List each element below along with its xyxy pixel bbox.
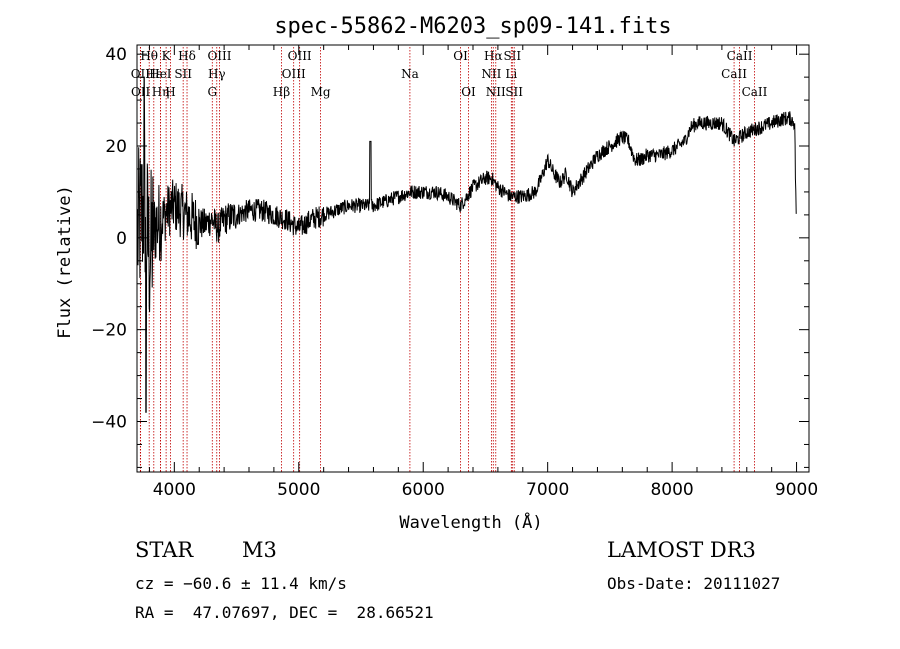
object-subclass: M3 xyxy=(242,538,277,562)
emission-line-label: G xyxy=(207,85,217,99)
x-tick-label: 5000 xyxy=(277,480,320,500)
x-tick-label: 7000 xyxy=(526,480,569,500)
emission-line-label: Hβ xyxy=(273,85,290,99)
emission-line-label: Hε xyxy=(145,67,162,81)
emission-line-label: NII xyxy=(486,85,506,99)
emission-line-label: OI xyxy=(453,49,468,63)
redshift-cz: cz = −60.6 ± 11.4 km/s xyxy=(135,574,347,593)
y-axis-label: Flux (relative) xyxy=(55,185,75,339)
emission-line-label: SII xyxy=(505,85,523,99)
emission-line-label: CaII xyxy=(721,67,747,81)
y-tick-label: 0 xyxy=(116,229,127,249)
emission-line-label: SII xyxy=(174,67,192,81)
emission-line-label: H xyxy=(165,85,175,99)
x-tick-label: 9000 xyxy=(775,480,818,500)
emission-line-label: Hθ xyxy=(140,49,158,63)
y-tick-label: −40 xyxy=(91,412,127,432)
x-axis-label: Wavelength (Å) xyxy=(399,511,542,533)
y-tick-label: 40 xyxy=(105,45,127,65)
emission-line-label: K xyxy=(162,49,172,63)
emission-line-label: Hα xyxy=(484,49,503,63)
emission-line-label: HeI xyxy=(149,67,172,81)
emission-line-label: OI xyxy=(461,85,476,99)
emission-line-label: Mg xyxy=(311,85,331,99)
emission-line-label: OIII xyxy=(282,67,306,81)
axis-ticks: 4000 5000 6000 7000 8000 9000 −40 −20 0 20 40 xyxy=(91,45,818,500)
emission-line-label: Na xyxy=(401,67,419,81)
emission-line-label: OII xyxy=(131,85,151,99)
y-tick-label: 20 xyxy=(105,137,127,157)
x-tick-label: 8000 xyxy=(650,480,693,500)
x-tick-label: 6000 xyxy=(402,480,445,500)
emission-line-label: OIII xyxy=(288,49,312,63)
ra-dec-coordinates: RA = 47.07697, DEC = 28.66521 xyxy=(135,603,434,622)
emission-line-label: Hδ xyxy=(178,49,196,63)
emission-line-label: CaII xyxy=(727,49,753,63)
emission-line-label: NII xyxy=(481,67,501,81)
y-tick-label: −20 xyxy=(91,321,127,341)
x-tick-label: 4000 xyxy=(153,480,196,500)
plot-frame xyxy=(136,44,810,473)
observation-date: Obs-Date: 20111027 xyxy=(607,574,781,593)
emission-line-label: CaII xyxy=(742,85,768,99)
survey-name: LAMOST DR3 xyxy=(607,538,756,562)
chart-title: spec-55862-M6203_sp09-141.fits xyxy=(274,14,671,39)
emission-line-label: OIII xyxy=(207,49,231,63)
emission-line-label: Li xyxy=(505,67,517,81)
emission-line-label: Hγ xyxy=(208,67,226,81)
spectrum-line xyxy=(137,76,797,413)
emission-line-label: SII xyxy=(503,49,521,63)
object-class: STAR xyxy=(135,538,194,562)
